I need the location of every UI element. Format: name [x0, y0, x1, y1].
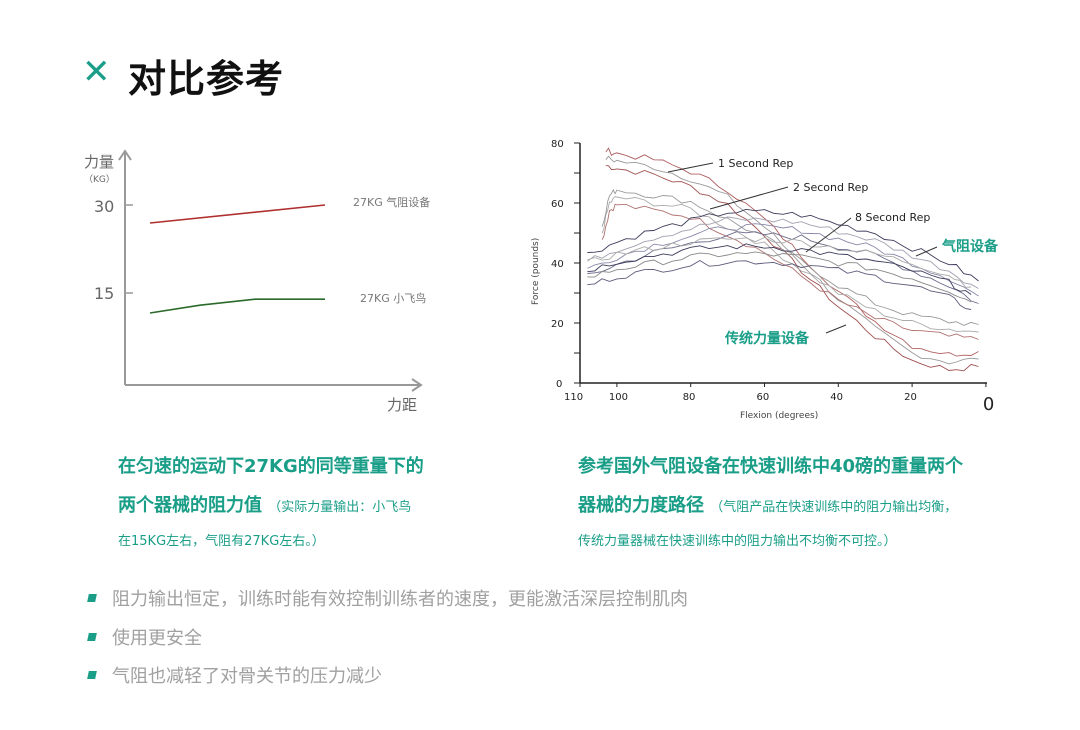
right-caption-main: 器械的力度路径 — [578, 495, 704, 516]
left-ylabel: 力量 — [84, 153, 114, 171]
y-tick-label: 80 — [551, 139, 564, 150]
left-yunit: （KG） — [84, 174, 115, 185]
x-tick-label: 100 — [609, 392, 628, 403]
right-caption-line2: 器械的力度路径 （气阻产品在快速训练中的阻力输出均衡， — [578, 491, 957, 517]
left-series-label: 27KG 气阻设备 — [353, 195, 430, 209]
annotation-1-second: 1 Second Rep — [718, 157, 793, 170]
annotation-air: 气阻设备 — [941, 238, 999, 255]
annotation-traditional: 传统力量设备 — [724, 330, 810, 347]
left-series-line — [149, 298, 325, 314]
bullet-text: 阻力输出恒定，训练时能有效控制训练者的速度，更能激活深层控制肌肉 — [112, 589, 688, 610]
right-ylabel: Force (pounds) — [531, 238, 541, 305]
left-ytick: 30 — [94, 197, 114, 216]
y-tick-label: 40 — [551, 259, 564, 270]
annotation-8-second: 8 Second Rep — [855, 211, 930, 224]
left-series-label: 27KG 小飞鸟 — [360, 291, 426, 305]
bullet-item: 阻力输出恒定，训练时能有效控制训练者的速度，更能激活深层控制肌肉 — [87, 585, 688, 611]
left-caption-note: （实际力量输出：小飞鸟 — [268, 500, 412, 515]
annotation-leaders — [667, 162, 938, 334]
annotation-2-second: 2 Second Rep — [793, 181, 868, 194]
series-line-1 — [605, 155, 979, 365]
bullet-marker-icon — [87, 594, 97, 602]
left-chart: 力量 （KG） 30 15 力距 27KG 气阻设备 27KG 小飞鸟 — [84, 149, 430, 414]
series-line-3 — [587, 223, 979, 297]
x-tick-label: 40 — [830, 392, 843, 403]
series-line-3 — [587, 208, 979, 282]
series-line-3 — [587, 216, 979, 289]
series-line-1 — [605, 165, 979, 372]
x-tick-label: 60 — [757, 392, 770, 403]
x-tick-label: 20 — [904, 392, 917, 403]
left-y-arrow — [118, 149, 132, 161]
left-caption-main: 两个器械的阻力值 — [118, 495, 262, 516]
bullet-marker-icon — [87, 671, 97, 679]
right-caption-note: （气阻产品在快速训练中的阻力输出均衡， — [710, 500, 958, 515]
left-caption-note2: 在15KG左右，气阻有27KG左右。） — [118, 534, 325, 549]
series-line-4 — [587, 251, 972, 303]
right-caption-note2: 传统力量器械在快速训练中的阻力输出不均衡不可控。） — [578, 534, 897, 549]
y-tick-label: 20 — [551, 319, 564, 330]
x-tick-label: 110 — [564, 392, 583, 403]
charts-canvas: 力量 （KG） 30 15 力距 27KG 气阻设备 27KG 小飞鸟 110 1… — [84, 139, 999, 421]
left-xlabel: 力距 — [387, 396, 417, 414]
left-caption-line1: 在匀速的运动下27KG的同等重量下的 — [118, 456, 424, 477]
series-line-4 — [587, 259, 972, 310]
left-x-arrow — [411, 378, 423, 392]
left-caption-line2: 两个器械的阻力值 （实际力量输出：小飞鸟 — [118, 491, 411, 517]
bullet-text: 使用更安全 — [112, 628, 202, 649]
x-tick-label: 80 — [683, 392, 696, 403]
right-caption-line1: 参考国外气阻设备在快速训练中40磅的重量两个 — [578, 456, 964, 477]
series-line-3 — [587, 231, 979, 304]
series-line-2 — [601, 196, 979, 333]
bullet-item: 气阻也减轻了对骨关节的压力减少 — [87, 662, 382, 688]
left-ytick: 15 — [94, 284, 114, 303]
series-line-2 — [601, 203, 979, 340]
bullet-text: 气阻也减轻了对骨关节的压力减少 — [112, 666, 382, 687]
y-tick-label: 0 — [556, 379, 562, 390]
series-line-4 — [587, 237, 972, 288]
right-xlabel: Flexion (degrees) — [740, 411, 818, 421]
close-x-icon: ✕ — [82, 52, 111, 92]
series-line-1 — [605, 147, 979, 357]
bullet-marker-icon — [87, 633, 97, 641]
page-title: 对比参考 — [128, 57, 285, 101]
bullet-item: 使用更安全 — [87, 624, 202, 650]
x-tick-label: 0 — [983, 394, 994, 415]
left-series-line — [149, 204, 326, 224]
y-tick-label: 60 — [551, 199, 564, 210]
series-line-4 — [587, 243, 972, 295]
